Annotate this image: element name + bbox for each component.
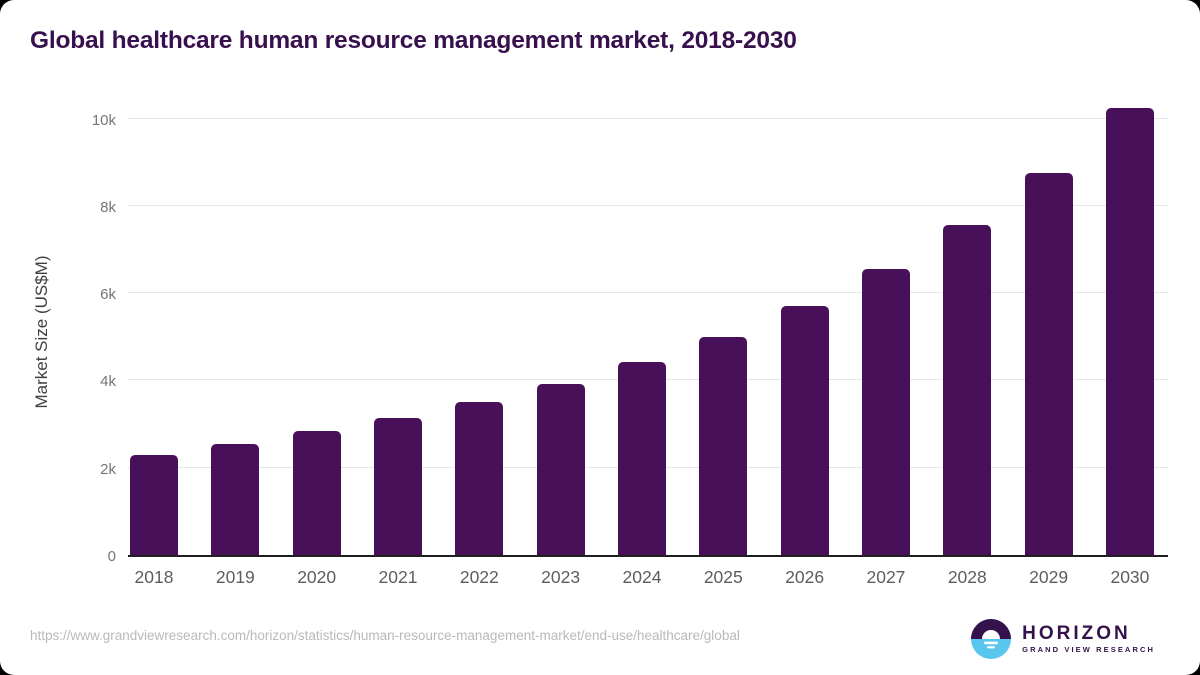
- logo-text: HORIZON GRAND VIEW RESEARCH: [1022, 622, 1155, 655]
- x-tick-label: 2030: [1110, 567, 1150, 587]
- gridline: [128, 204, 1168, 206]
- page-title: Global healthcare human resource managem…: [30, 27, 797, 54]
- x-tick-label: 2020: [297, 567, 337, 587]
- bar-2024[interactable]: [617, 361, 666, 555]
- y-axis-ticks: 0 2k 4k 6k 8k 10k: [60, 105, 116, 566]
- y-tick-label: 6k: [100, 286, 116, 304]
- logo-subtitle: GRAND VIEW RESEARCH: [1022, 644, 1155, 654]
- bar-2026[interactable]: [780, 306, 829, 555]
- bar-2025[interactable]: [699, 336, 748, 555]
- bar-2028[interactable]: [943, 225, 992, 555]
- y-axis-title: Market Size (US$M): [32, 255, 51, 409]
- bar-2021[interactable]: [373, 417, 422, 555]
- x-tick-label: 2023: [541, 567, 581, 587]
- x-tick-label: 2026: [785, 567, 825, 587]
- bar-2029[interactable]: [1024, 173, 1073, 555]
- plot-area: [128, 105, 1168, 557]
- x-tick-label: 2021: [378, 567, 418, 587]
- y-tick-label: 8k: [100, 198, 116, 216]
- x-tick-label: 2027: [866, 567, 906, 587]
- bar-2027[interactable]: [861, 269, 910, 555]
- bar-2030[interactable]: [1105, 107, 1154, 555]
- bar-2022[interactable]: [455, 402, 504, 555]
- gridline: [128, 292, 1168, 294]
- x-tick-label: 2024: [622, 567, 662, 587]
- bars-group: [130, 103, 1154, 555]
- bar-2019[interactable]: [211, 443, 260, 555]
- source-url: https://www.grandviewresearch.com/horizo…: [30, 628, 740, 643]
- x-tick-label: 2022: [459, 567, 499, 587]
- y-tick-label: 10k: [91, 111, 116, 129]
- gridline: [128, 117, 1168, 119]
- bar-2018[interactable]: [130, 454, 178, 555]
- x-tick-label: 2028: [947, 567, 987, 587]
- logo-name: HORIZON: [1022, 622, 1131, 644]
- bar-2020[interactable]: [292, 431, 341, 555]
- x-tick-label: 2019: [215, 567, 255, 587]
- x-axis-ticks: 2018 2019 2020 2021 2022 2023 2024 2025 2026 2027…: [130, 567, 1154, 591]
- x-tick-label: 2018: [134, 567, 174, 587]
- x-tick-label: 2029: [1029, 567, 1069, 587]
- y-tick-label: 4k: [100, 373, 116, 391]
- horizon-logo[interactable]: HORIZON GRAND VIEW RESEARCH: [971, 619, 1155, 659]
- horizon-sunset-icon: [971, 619, 1012, 659]
- y-tick-label: 2k: [100, 460, 116, 478]
- bar-2023[interactable]: [536, 383, 585, 555]
- y-tick-label: 0: [107, 548, 116, 565]
- x-tick-label: 2025: [703, 567, 743, 587]
